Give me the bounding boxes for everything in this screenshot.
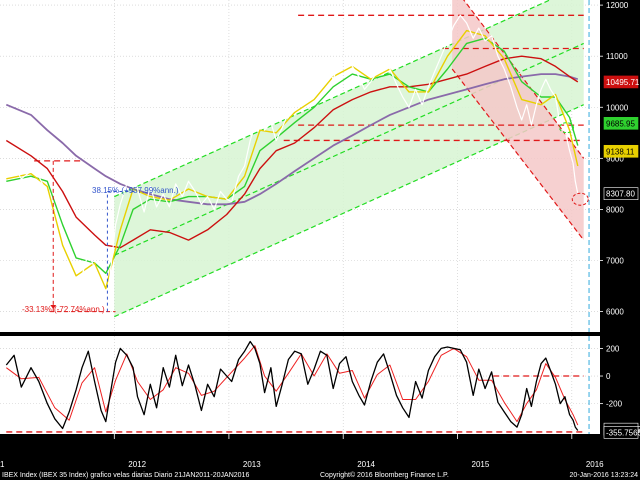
price-series-lines xyxy=(5,14,579,313)
projection-circle xyxy=(571,192,589,206)
price-tick-label: 7000 xyxy=(606,256,624,265)
price-tick-label: 6000 xyxy=(606,308,624,317)
time-tick-label: 1 xyxy=(0,460,5,469)
drawdown-arrow xyxy=(50,305,57,310)
osc-tag-box xyxy=(603,426,639,439)
oscillator-axis: 200 0 -200 xyxy=(600,344,623,409)
time-axis: 1 2012 2013 2014 2015 2016 xyxy=(0,434,604,469)
rising-channel-mid-line xyxy=(114,42,584,256)
price-tag-box xyxy=(603,144,639,158)
rising-channel-upper-line xyxy=(114,0,552,198)
price-tag-label: 9138.11 xyxy=(606,147,635,156)
osc-tick-label: 200 xyxy=(606,344,620,353)
osc-tag-label: -355.7565 xyxy=(606,428,640,437)
time-tick-label: 2012 xyxy=(128,460,146,469)
osc-tick-label: -200 xyxy=(606,400,623,409)
price-tick-label: 8000 xyxy=(606,205,624,214)
falling-channel-lower-line xyxy=(451,68,585,241)
price-tag-label: 8307.80 xyxy=(606,190,635,199)
target-circle xyxy=(558,122,574,134)
oscillator-line xyxy=(5,340,579,431)
ma-200-line xyxy=(5,73,579,206)
falling-channel-upper-line xyxy=(463,0,585,159)
footer-timestamp: 20-Jan-2016 13:23:24 xyxy=(570,472,639,479)
price-tag-label: 10495.71 xyxy=(606,78,640,87)
drawdown-label: -33.13% (-72.74%ann.) xyxy=(22,305,105,314)
gridlines xyxy=(0,0,600,434)
footer-copyright: Copyright© 2016 Bloomberg Finance L.P. xyxy=(320,471,449,479)
oscillator-lines xyxy=(5,340,579,431)
time-tick-label: 2014 xyxy=(357,460,375,469)
trend-channels xyxy=(114,0,585,318)
last-value-tags: 10495.719685.959138.118307.80-394.7637-3… xyxy=(603,75,640,439)
price-tick-label: 10000 xyxy=(606,103,629,112)
time-tick-label: 2013 xyxy=(243,460,261,469)
price-tick-label: 11000 xyxy=(606,52,628,61)
rising-channel-lower-line xyxy=(114,104,584,318)
footer-description: IBEX Index (IBEX 35 Index) grafico velas… xyxy=(2,472,249,479)
price-tag-box xyxy=(603,75,639,89)
support-resistance-levels xyxy=(34,14,584,162)
osc-tick-label: 0 xyxy=(606,372,611,381)
price-tick-label: 12000 xyxy=(606,1,629,10)
price-tag-box xyxy=(603,117,639,130)
annotations xyxy=(50,0,590,434)
ma-100-line xyxy=(5,55,579,249)
time-tick-label: 2016 xyxy=(586,460,604,469)
time-tick-label: 2015 xyxy=(472,460,490,469)
price-line xyxy=(5,14,579,313)
price-tag-box xyxy=(603,187,639,200)
signal-line xyxy=(6,345,579,426)
price-tick-label: 9000 xyxy=(606,154,624,163)
price-tag-label: 9685.95 xyxy=(606,119,635,128)
price-axis: 6000 7000 8000 9000 10000 11000 12000 xyxy=(600,1,629,317)
rally-label: 38.15% (+957.99%ann.) xyxy=(92,186,179,195)
oscillator-panel xyxy=(0,336,600,434)
falling-channel-fill xyxy=(452,0,584,241)
